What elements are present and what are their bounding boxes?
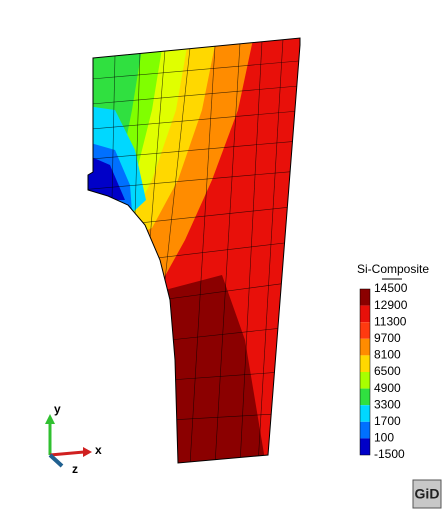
logo-text: GiD (415, 486, 440, 502)
legend-swatch (360, 289, 370, 306)
legend-label: 8100 (374, 348, 401, 362)
legend-swatch (360, 322, 370, 339)
legend-label: -1500 (374, 447, 405, 461)
legend-label: 4900 (374, 381, 401, 395)
model-outline (87, 37, 301, 464)
legend-swatch (360, 388, 370, 406)
legend-swatch (360, 338, 370, 356)
legend: Si-Composite 14500 12900 11300 9700 8100 6500… (357, 262, 429, 461)
legend-label: 3300 (374, 397, 401, 411)
legend-swatch (360, 305, 370, 323)
axis-triad: y x z (45, 402, 102, 476)
legend-swatch (360, 438, 370, 455)
contour-darkred (165, 275, 265, 463)
legend-label: 11300 (374, 314, 407, 328)
legend-swatch (360, 355, 370, 372)
legend-label: 12900 (374, 298, 408, 312)
x-axis-arrow (49, 450, 85, 457)
y-label: y (54, 402, 61, 416)
legend-bar-frame (359, 288, 371, 456)
z-axis-arrow (48, 453, 64, 468)
logo-box (412, 479, 442, 509)
legend-label: 14500 (374, 281, 408, 295)
model (88, 38, 300, 463)
legend-title: Si-Composite (357, 262, 429, 276)
legend-swatch (360, 372, 370, 389)
y-arrowhead (45, 414, 55, 424)
legend-label: 6500 (374, 364, 401, 378)
legend-label: 1700 (374, 414, 401, 428)
x-label: x (95, 443, 102, 457)
logo: GiD (412, 479, 442, 509)
z-label: z (72, 462, 78, 476)
legend-swatch (360, 421, 370, 439)
x-arrowhead (83, 447, 92, 457)
legend-label: 9700 (374, 331, 401, 345)
legend-swatch (360, 405, 370, 422)
legend-label: 100 (374, 431, 394, 445)
